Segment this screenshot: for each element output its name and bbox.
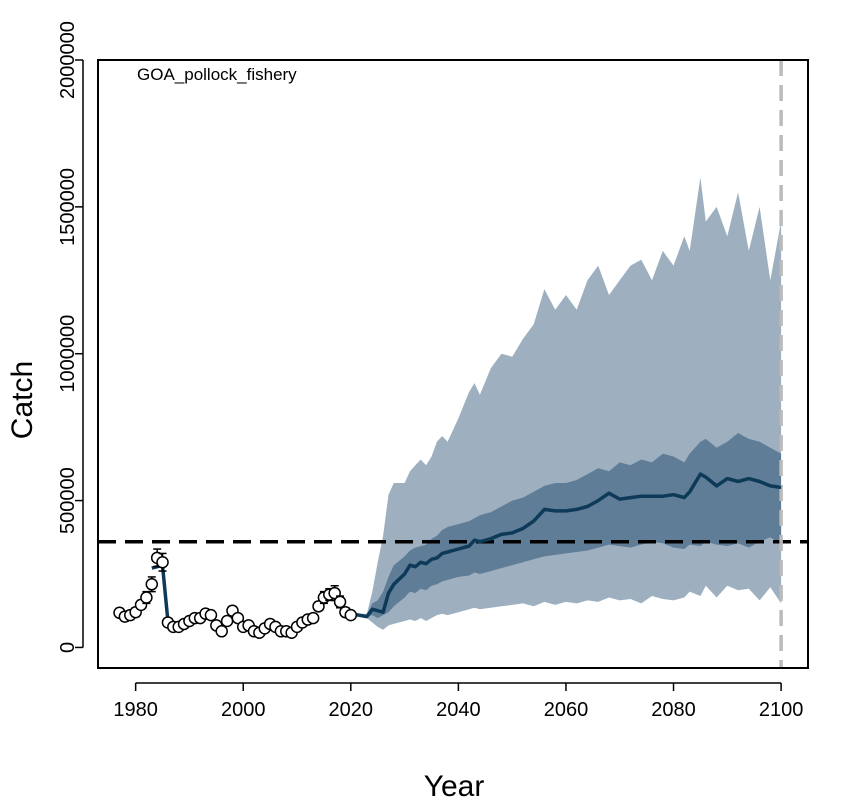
observed-point bbox=[231, 611, 245, 625]
observed-point bbox=[333, 595, 347, 609]
observed-point bbox=[156, 556, 169, 569]
observed-point bbox=[215, 625, 228, 638]
y-tick-label: 1500000 bbox=[57, 168, 79, 246]
reference-lines bbox=[98, 60, 808, 668]
historical-fit-line bbox=[151, 562, 170, 622]
y-tick-label: 1000000 bbox=[57, 315, 79, 393]
observed-point bbox=[344, 608, 358, 622]
y-tick-label: 2000000 bbox=[57, 21, 79, 99]
x-tick-label: 2020 bbox=[329, 699, 374, 721]
x-tick-label: 1980 bbox=[113, 699, 158, 721]
chart-title: GOA_pollock_fishery bbox=[137, 65, 297, 84]
observed-point bbox=[220, 614, 234, 628]
inner-interval-band bbox=[350, 433, 782, 619]
x-tick-label: 2000 bbox=[221, 699, 266, 721]
observed-point bbox=[145, 578, 159, 591]
x-tick-label: 2100 bbox=[759, 699, 804, 721]
y-axis-title: Catch bbox=[6, 361, 39, 439]
x-tick-label: 2080 bbox=[651, 699, 696, 721]
y-tick-label: 0 bbox=[57, 642, 79, 653]
x-tick-label: 2060 bbox=[544, 699, 589, 721]
x-axis: 1980 2000 2020 2040 2060 2080 2100 bbox=[113, 682, 804, 721]
y-axis: 0 500000 1000000 1500000 2000000 bbox=[57, 21, 84, 653]
projection-bands bbox=[350, 177, 782, 630]
observed-point bbox=[306, 611, 320, 625]
x-axis-title: Year bbox=[424, 770, 485, 800]
projection-median-line bbox=[350, 472, 782, 619]
x-tick-label: 2040 bbox=[436, 699, 481, 721]
observed-points bbox=[113, 548, 358, 640]
plot-frame bbox=[97, 59, 809, 669]
y-tick-label: 500000 bbox=[57, 467, 79, 534]
observed-point bbox=[140, 591, 153, 604]
observed-point bbox=[204, 608, 218, 622]
